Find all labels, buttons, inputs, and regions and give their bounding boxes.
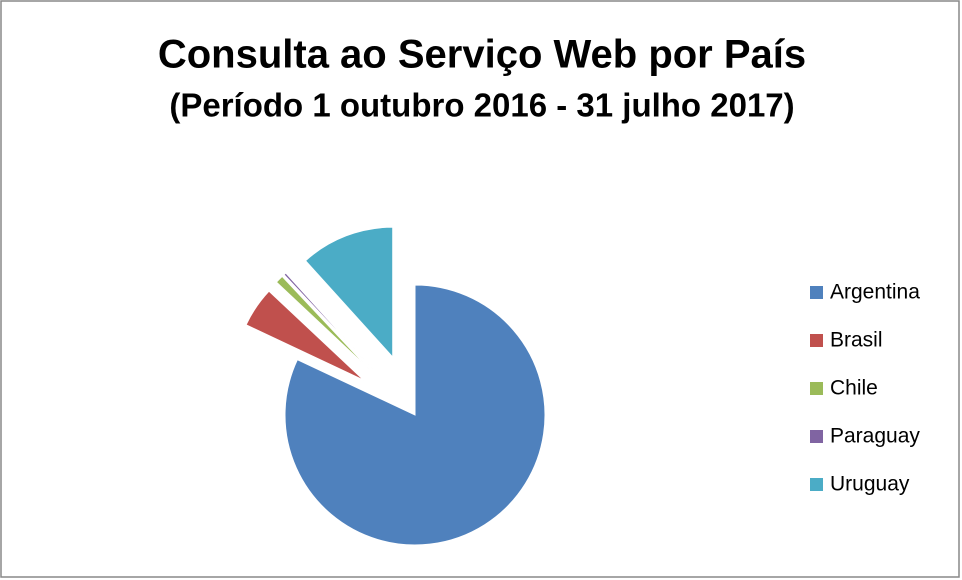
legend-swatch: [810, 334, 823, 347]
legend-label: Uruguay: [830, 473, 910, 496]
legend-swatch: [810, 430, 823, 443]
legend-label: Paraguay: [830, 425, 920, 448]
pie-slice: [245, 290, 365, 381]
legend-swatch: [810, 286, 823, 299]
legend-swatch: [810, 382, 823, 395]
legend-label: Argentina: [830, 281, 920, 304]
pie-slice: [284, 284, 546, 546]
legend-label: Chile: [830, 377, 878, 400]
legend-swatch: [810, 478, 823, 491]
chart-title: Consulta ao Serviço Web por País: [158, 33, 806, 77]
chart-subtitle: (Período 1 outubro 2016 - 31 julho 2017): [169, 87, 794, 124]
pie-slice: [275, 275, 372, 372]
pie-slice: [283, 272, 374, 370]
pie-slice: [304, 226, 394, 359]
legend-label: Brasil: [830, 329, 883, 352]
